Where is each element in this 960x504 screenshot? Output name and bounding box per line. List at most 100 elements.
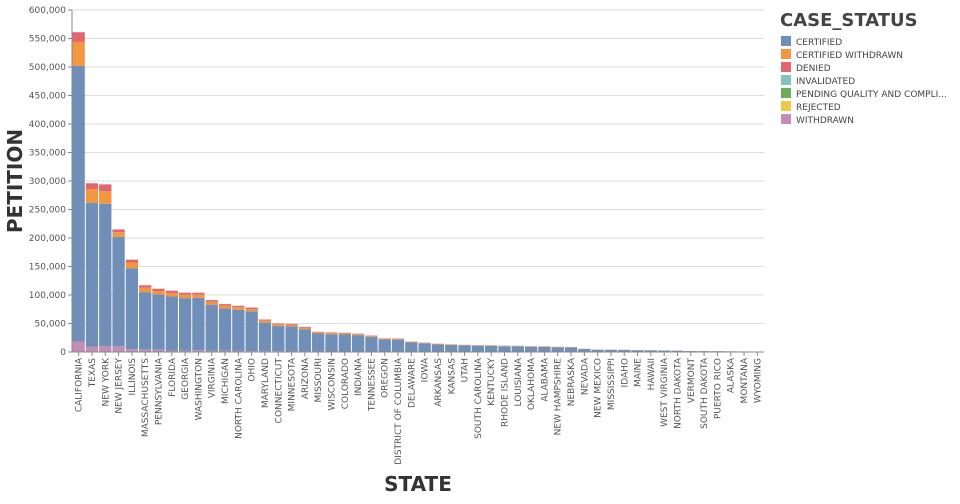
y-axis-title: PETITION <box>3 129 27 233</box>
legend-swatch <box>781 36 791 46</box>
bar-segment <box>166 291 178 293</box>
bar-segment <box>525 347 537 352</box>
bar-segment <box>86 203 98 347</box>
x-tick-label: INDIANA <box>354 357 364 396</box>
bar-segment <box>392 339 404 340</box>
legend-swatch <box>781 114 791 124</box>
bar-segment <box>352 334 364 335</box>
x-tick-label: MICHIGAN <box>221 358 231 404</box>
bar-segment <box>179 298 191 350</box>
y-tick-label: 150,000 <box>29 263 66 273</box>
bar-segment <box>552 347 564 352</box>
bar-segment <box>339 333 351 334</box>
legend-swatch <box>781 49 791 59</box>
bar-segment <box>219 308 231 350</box>
x-tick-label: COLORADO <box>341 358 351 409</box>
bar-segment <box>126 263 138 269</box>
legend-label: INVALIDATED <box>796 77 855 87</box>
x-tick-label: MISSISSIPPI <box>607 358 617 410</box>
bar-segment <box>86 189 98 203</box>
bar-segment <box>299 327 311 328</box>
bar-segment <box>166 296 178 350</box>
legend-label: PENDING QUALITY AND COMPLI... <box>796 90 947 100</box>
x-tick-label: CONNECTICUT <box>274 358 284 424</box>
x-tick-label: PUERTO RICO <box>713 358 723 419</box>
bar-segment <box>272 324 284 326</box>
x-tick-label: OREGON <box>381 358 391 398</box>
bars <box>73 32 764 352</box>
bar-segment <box>152 289 164 291</box>
bar-segment <box>112 232 124 237</box>
legend-label: WITHDRAWN <box>796 116 854 126</box>
bar-segment <box>325 333 337 334</box>
bar-segment <box>99 191 111 204</box>
bar-segment <box>86 347 98 352</box>
x-tick-label: IOWA <box>421 357 431 382</box>
axes: 050,000100,000150,000200,000250,000300,0… <box>29 6 764 465</box>
bar-segment <box>73 42 85 66</box>
x-tick-label: MISSOURI <box>314 358 324 402</box>
x-tick-label: MONTANA <box>740 357 750 403</box>
bar-segment <box>86 183 98 189</box>
bar-segment <box>352 335 364 352</box>
x-axis-title: STATE <box>384 472 452 496</box>
bar-segment <box>312 332 324 333</box>
bar-segment <box>538 347 550 352</box>
x-tick-label: VERMONT <box>687 358 697 404</box>
bar-segment <box>432 344 444 351</box>
bar-segment <box>126 268 138 349</box>
bar-segment <box>259 320 271 321</box>
bar-segment <box>99 184 111 191</box>
x-tick-label: VIRGINIA <box>208 357 218 398</box>
bar-segment <box>192 298 204 350</box>
bar-segment <box>259 323 271 352</box>
bar-segment <box>179 295 191 298</box>
bar-segment <box>219 304 231 305</box>
legend-swatch <box>781 62 791 72</box>
bar-segment <box>99 346 111 352</box>
bar-segment <box>126 260 138 263</box>
bar-segment <box>139 288 151 293</box>
legend-label: DENIED <box>796 64 831 74</box>
x-tick-label: ALABAMA <box>540 357 550 402</box>
bar-segment <box>498 346 510 352</box>
y-tick-label: 500,000 <box>29 63 66 73</box>
x-tick-label: SOUTH DAKOTA <box>700 357 710 429</box>
x-tick-label: NEVADA <box>580 357 590 395</box>
bar-segment <box>299 329 311 351</box>
bar-segment <box>325 333 337 334</box>
bar-segment <box>405 342 417 343</box>
bar-segment <box>339 335 351 352</box>
bar-segment <box>73 32 85 42</box>
x-tick-label: WYOMING <box>753 358 763 403</box>
y-tick-label: 550,000 <box>29 35 66 45</box>
bar-segment <box>139 285 151 287</box>
bar-segment <box>112 237 124 346</box>
x-tick-label: FLORIDA <box>168 357 178 397</box>
legend-label: CERTIFIED WITHDRAWN <box>796 51 903 61</box>
bar-segment <box>365 337 377 352</box>
bar-segment <box>246 309 258 311</box>
bar-segment <box>285 325 297 327</box>
legend-swatch <box>781 101 791 111</box>
bar-segment <box>206 305 218 351</box>
bar-segment <box>73 66 85 342</box>
bar-segment <box>139 292 151 350</box>
bar-segment <box>232 306 244 307</box>
bar-segment <box>299 328 311 329</box>
x-tick-label: WISCONSIN <box>328 358 338 410</box>
x-tick-label: IDAHO <box>620 358 630 387</box>
x-tick-label: WASHINGTON <box>194 358 204 420</box>
bar-segment <box>166 293 178 296</box>
bar-segment <box>206 302 218 305</box>
x-tick-label: TENNESSEE <box>367 358 377 412</box>
bar-segment <box>272 326 284 351</box>
bar-segment <box>392 340 404 352</box>
bar-segment <box>272 324 284 325</box>
bar-segment <box>405 342 417 351</box>
x-tick-label: NEW YORK <box>101 357 111 407</box>
x-tick-label: DELAWARE <box>407 358 417 408</box>
